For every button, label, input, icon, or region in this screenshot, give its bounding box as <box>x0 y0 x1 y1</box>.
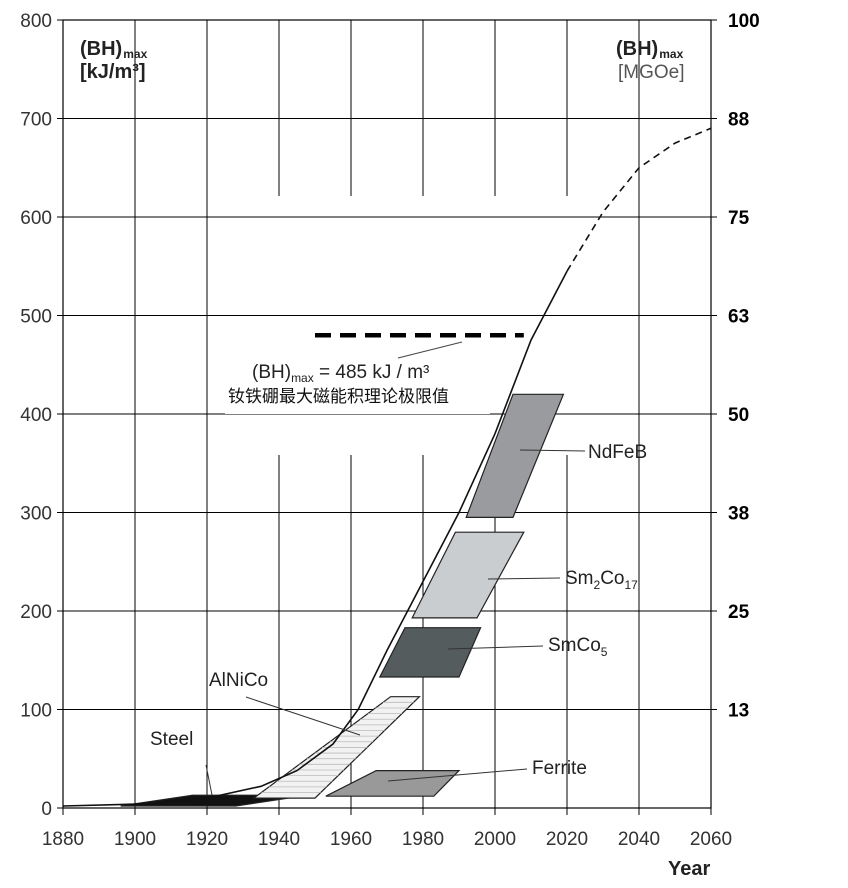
y-right-tick-label: 100 <box>728 11 760 32</box>
leader-steel <box>205 764 213 796</box>
label-steel: Steel <box>150 729 193 750</box>
x-tick-label: 1940 <box>258 829 300 850</box>
x-tick-label: 2040 <box>618 829 660 850</box>
y-right-tick-label: 75 <box>728 208 750 229</box>
leader-alnico <box>245 696 361 736</box>
label-smco5: SmCo5 <box>548 635 608 659</box>
material-bands <box>120 393 565 807</box>
y-tick-label: 300 <box>20 504 52 525</box>
y-right-tick-label: 50 <box>728 405 749 426</box>
y-tick-label: 100 <box>20 701 52 722</box>
x-axis-title: Year <box>668 858 710 880</box>
right-unit-label: (BH)max <box>616 38 684 61</box>
y-tick-label: 600 <box>20 208 52 229</box>
annotations: (BH)max [kJ/m³] (BH)max [MGOe] Year Stee… <box>80 38 710 880</box>
leader-ferrite <box>387 768 528 782</box>
leader-smco5 <box>447 645 544 650</box>
axes: 1880 1900 1920 1940 1960 1980 2000 2020 2040 2060… <box>20 11 759 850</box>
envelope-curves <box>62 127 712 807</box>
y-tick-label: 700 <box>20 110 52 131</box>
band-ndfeb <box>465 393 565 519</box>
label-ndfeb: NdFeB <box>588 442 647 463</box>
y-right-tick-label: 38 <box>728 504 749 525</box>
y-tick-label: 0 <box>41 799 52 820</box>
x-tick-label: 1880 <box>42 829 84 850</box>
leader-ndfeb <box>519 449 586 452</box>
x-tick-label: 2060 <box>690 829 732 850</box>
y-right-tick-label: 63 <box>728 307 749 328</box>
y-tick-label: 500 <box>20 307 52 328</box>
x-tick-label: 1920 <box>186 829 228 850</box>
label-alnico: AlNiCo <box>209 670 268 691</box>
label-ferrite: Ferrite <box>532 758 587 779</box>
leader-sm2co17 <box>487 577 561 580</box>
x-tick-label: 2020 <box>546 829 588 850</box>
x-tick-label: 1900 <box>114 829 156 850</box>
left-unit-bracket: [kJ/m³] <box>80 61 146 83</box>
limit-leader <box>397 341 463 359</box>
envelope-dashed <box>566 127 712 272</box>
envelope-solid <box>62 270 568 807</box>
y-tick-label: 200 <box>20 602 52 623</box>
x-tick-label: 2000 <box>474 829 516 850</box>
label-mask <box>225 342 490 414</box>
band-smco5 <box>378 627 482 678</box>
limit-label: (BH)max = 485 kJ / m³ <box>252 362 429 385</box>
y-right-tick-label: 88 <box>728 110 749 131</box>
limit-label-cn: 钕铁硼最大磁能积理论极限值 <box>228 387 449 407</box>
band-ferrite <box>325 769 461 797</box>
y-tick-label: 400 <box>20 405 52 426</box>
right-unit-bracket: [MGOe] <box>618 62 685 83</box>
y-right-tick-label: 25 <box>728 602 750 623</box>
y-right-tick-label: 13 <box>728 701 749 722</box>
left-unit-label: (BH)max <box>80 38 148 61</box>
x-tick-label: 1980 <box>402 829 444 850</box>
band-sm2co17 <box>411 531 525 619</box>
label-sm2co17: Sm2Co17 <box>565 568 638 592</box>
y-tick-label: 800 <box>20 11 52 32</box>
x-tick-label: 1960 <box>330 829 372 850</box>
